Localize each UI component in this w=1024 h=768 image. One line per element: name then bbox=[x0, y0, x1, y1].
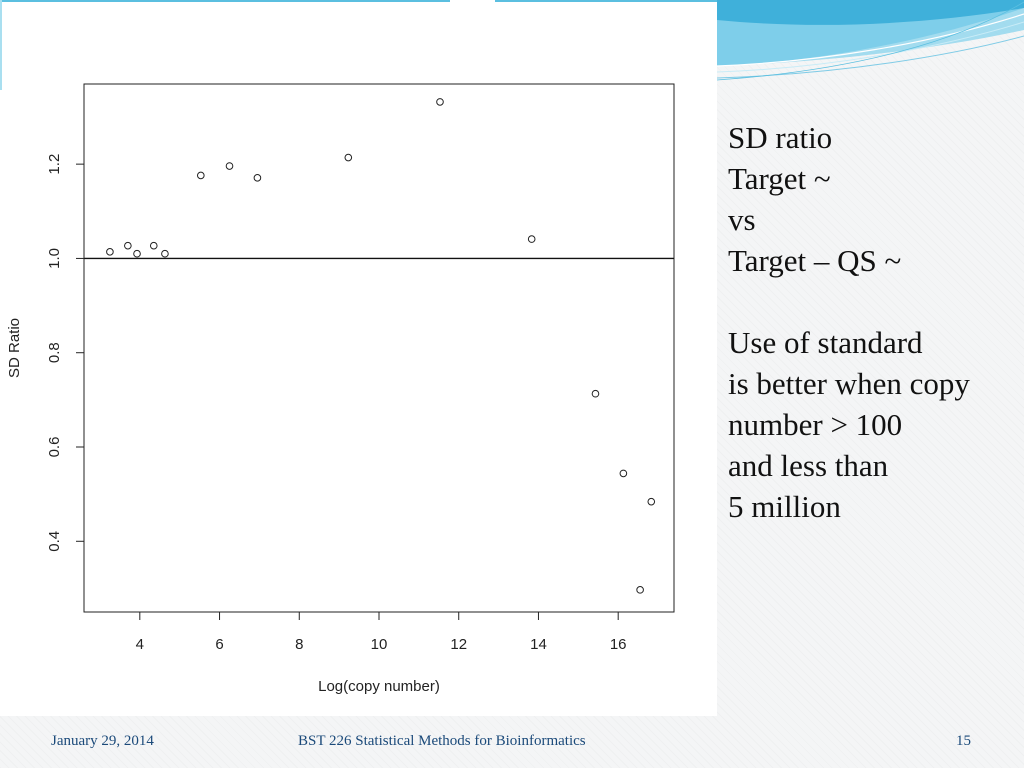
note-line-1: SD ratio bbox=[728, 120, 833, 155]
scatter-chart: 4 6 8 10 12 14 16 0.4 0.6 0.8 1.0 1.2 Log(copy num… bbox=[6, 83, 675, 695]
data-point bbox=[619, 469, 628, 478]
data-point bbox=[106, 248, 114, 256]
note-line-5: Use of standard bbox=[728, 325, 923, 360]
note-line-8: and less than bbox=[728, 448, 889, 483]
note-line-4: Target – QS ~ bbox=[728, 243, 902, 278]
data-point bbox=[636, 586, 644, 594]
footer-date: January 29, 2014 bbox=[51, 733, 154, 749]
note-line-6: is better when copy bbox=[728, 366, 970, 401]
x-tick-label: 6 bbox=[215, 636, 223, 653]
y-tick-label: 0.6 bbox=[46, 437, 63, 458]
note-spacer bbox=[728, 281, 1018, 322]
note-line-9: 5 million bbox=[728, 489, 841, 524]
y-tick-label: 1.2 bbox=[46, 154, 63, 175]
side-notes: SD ratio Target ~ vs Target – QS ~ Use o… bbox=[728, 117, 1018, 527]
x-tick-label: 10 bbox=[371, 636, 388, 653]
data-point bbox=[197, 171, 205, 180]
x-axis: 4 6 8 10 12 14 16 bbox=[136, 611, 627, 653]
data-point bbox=[253, 174, 262, 182]
y-tick-label: 0.4 bbox=[46, 531, 63, 552]
x-tick-label: 4 bbox=[136, 636, 144, 653]
x-tick-label: 12 bbox=[450, 636, 467, 653]
x-axis-label: Log(copy number) bbox=[318, 678, 440, 695]
note-line-7: number > 100 bbox=[728, 407, 903, 442]
y-tick-label: 1.0 bbox=[46, 248, 63, 269]
plot-panel bbox=[0, 0, 717, 716]
y-axis-label: SD Ratio bbox=[6, 318, 23, 378]
data-point bbox=[225, 162, 234, 170]
data-point bbox=[647, 497, 656, 506]
x-tick-label: 14 bbox=[530, 636, 547, 653]
data-points bbox=[106, 98, 656, 594]
data-point bbox=[527, 235, 536, 243]
data-point bbox=[161, 249, 169, 258]
data-point bbox=[149, 241, 158, 250]
data-point bbox=[124, 241, 132, 250]
note-line-3: vs bbox=[728, 202, 756, 237]
plot-frame bbox=[83, 83, 675, 613]
y-axis: 0.4 0.6 0.8 1.0 1.2 bbox=[46, 154, 85, 552]
note-line-2: Target ~ bbox=[728, 161, 831, 196]
slide-number: 15 bbox=[956, 733, 971, 749]
x-tick-label: 16 bbox=[610, 636, 627, 653]
y-tick-label: 0.8 bbox=[46, 342, 63, 363]
x-tick-label: 8 bbox=[295, 636, 303, 653]
data-point bbox=[133, 249, 141, 258]
data-point bbox=[436, 98, 444, 106]
data-point bbox=[591, 389, 600, 398]
footer-course-title: BST 226 Statistical Methods for Bioinfor… bbox=[298, 733, 586, 749]
data-point bbox=[344, 153, 353, 162]
